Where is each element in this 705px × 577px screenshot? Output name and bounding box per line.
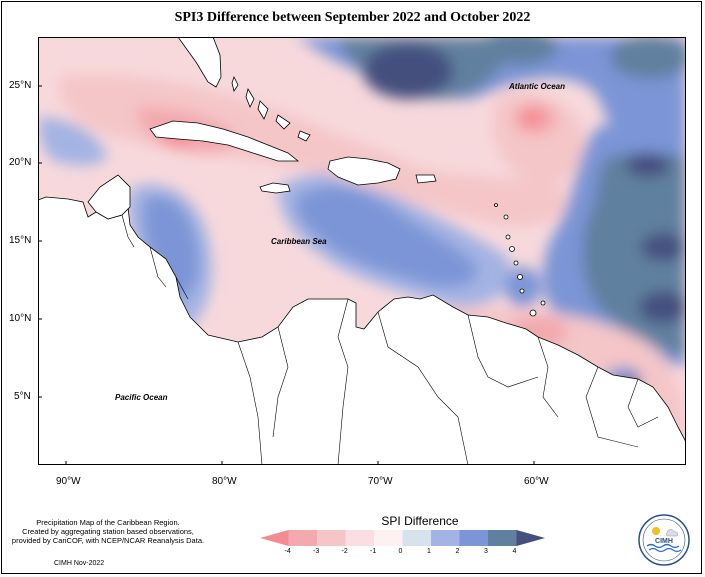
lon-label-60w: 60°W — [524, 476, 549, 487]
colorbar-tick-label: -1 — [370, 548, 377, 555]
colorbar-tick-label: 3 — [484, 548, 488, 555]
logo-text: CIMH — [655, 538, 673, 545]
colorbar-tick-label: 2 — [455, 548, 460, 555]
spi-field — [38, 37, 686, 465]
colorbar-tick-label: 0 — [398, 548, 403, 555]
colorbar-tick-label: -3 — [313, 548, 320, 555]
colorbar-segment — [402, 530, 432, 546]
colorbar-segment — [345, 530, 375, 546]
map-title: SPI3 Difference between September 2022 a… — [174, 10, 531, 25]
lat-label-20n: 20°N — [9, 157, 32, 168]
credits-line-2: Created by aggregating station based obs… — [22, 527, 194, 536]
borders — [121, 214, 659, 465]
label-atlantic-ocean: Atlantic Ocean — [508, 82, 565, 91]
cloud-icon — [666, 529, 679, 537]
colorbar-segment — [288, 530, 318, 546]
colorbar-segment — [374, 530, 403, 546]
credits-line-1: Precipitation Map of the Caribbean Regio… — [36, 518, 180, 527]
colorbar-tick-label: -2 — [341, 548, 348, 555]
colorbar-tick-label: -4 — [284, 548, 291, 555]
cimh-logo: CIMH — [638, 514, 690, 566]
lon-label-90w: 90°W — [56, 476, 81, 487]
colorbar-segment — [488, 530, 517, 546]
colorbar-tick-label: 4 — [512, 548, 517, 555]
credits-text: Precipitation Map of the Caribbean Regio… — [8, 518, 208, 545]
colorbar-segment — [260, 530, 289, 546]
lon-label-80w: 80°W — [212, 476, 237, 487]
colorbar-segment — [317, 530, 346, 546]
colorbar-segment — [459, 530, 489, 546]
lat-label-5n: 5°N — [14, 391, 31, 402]
credits-date: CIMH Nov-2022 — [54, 560, 105, 567]
colorbar — [260, 530, 545, 546]
colorbar-segment — [516, 530, 545, 546]
spi-map: Atlantic Ocean Caribbean Sea Pacific Oce… — [38, 37, 686, 465]
lon-label-70w: 70°W — [368, 476, 393, 487]
sun-icon — [652, 527, 660, 535]
credits-line-3: provided by CariCOF, with NCEP/NCAR Rean… — [11, 536, 205, 545]
lat-label-15n: 15°N — [9, 235, 32, 246]
label-pacific-ocean: Pacific Ocean — [115, 393, 168, 402]
label-caribbean-sea: Caribbean Sea — [271, 237, 327, 246]
lat-label-10n: 10°N — [9, 313, 32, 324]
colorbar-segment — [431, 530, 460, 546]
colorbar-title: SPI Difference — [381, 514, 459, 528]
land — [38, 37, 686, 465]
map-border — [38, 37, 686, 465]
colorbar-tick-label: 1 — [427, 548, 431, 555]
lat-label-25n: 25°N — [9, 80, 32, 91]
